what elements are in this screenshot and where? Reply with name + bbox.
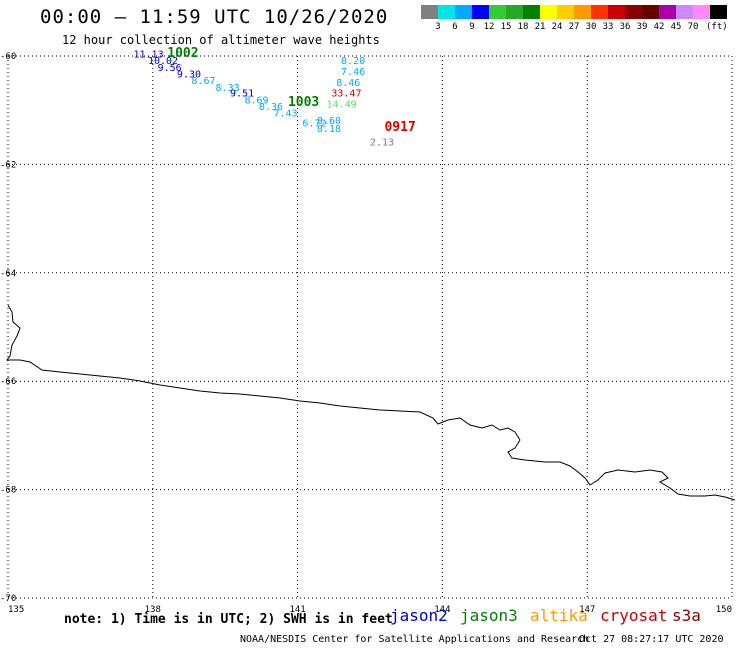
credit-line: NOAA/NESDIS Center for Satellite Applica… xyxy=(240,634,590,645)
lon-tick-label: 141 xyxy=(289,605,305,615)
color-swatch xyxy=(523,5,540,19)
color-swatch xyxy=(625,5,642,19)
pressure-label: 1003 xyxy=(288,95,319,110)
wave-height-label: 8.46 xyxy=(336,78,360,89)
color-swatch xyxy=(506,5,523,19)
color-scale-tick: 45 xyxy=(670,22,682,32)
color-scale-tick: 70 xyxy=(687,22,699,32)
lat-tick-label: -68 xyxy=(0,486,16,496)
wave-height-label: 8.33 xyxy=(216,83,240,94)
color-swatch xyxy=(489,5,506,19)
color-swatch xyxy=(455,5,472,19)
wave-height-label: 9.51 xyxy=(230,89,254,100)
color-swatch xyxy=(642,5,659,19)
wave-height-label: 8.67 xyxy=(191,76,215,87)
lat-tick-label: -66 xyxy=(0,377,16,387)
color-swatch xyxy=(557,5,574,19)
wave-height-labels: 11.1310.029.569.308.678.339.518.698.367.… xyxy=(133,46,415,148)
credit-timestamp: Oct 27 08:27:17 UTC 2020 xyxy=(579,634,724,645)
color-swatch xyxy=(540,5,557,19)
wave-height-label: 6.72 xyxy=(302,118,326,129)
color-scale-tick: 18 xyxy=(517,22,529,32)
lon-tick-label: 147 xyxy=(579,605,595,615)
wave-height-label: 9.56 xyxy=(158,63,182,74)
map-title: 00:00 – 11:59 UTC 10/26/2020 xyxy=(40,6,389,28)
color-scale-tick: 42 xyxy=(653,22,665,32)
color-scale-tick: 9 xyxy=(469,22,475,32)
footer-note: note: 1) Time is in UTC; 2) SWH is in fe… xyxy=(64,612,393,627)
map-subtitle: 12 hour collection of altimeter wave hei… xyxy=(62,33,380,47)
wave-height-label: 7.46 xyxy=(341,67,365,78)
lat-tick-label: -64 xyxy=(0,269,16,279)
satellite-legend-item: jason2 xyxy=(390,606,448,625)
color-scale-tick: 33 xyxy=(602,22,614,32)
color-scale-tick: 15 xyxy=(500,22,512,32)
wave-height-label: 7.43 xyxy=(273,109,297,120)
pressure-label: 1002 xyxy=(167,46,198,61)
satellite-legend-item: altika xyxy=(530,606,588,625)
lat-tick-label: -70 xyxy=(0,594,16,604)
wave-height-label: 10.02 xyxy=(148,56,178,67)
satellite-legend-item: s3a xyxy=(672,606,701,625)
color-swatch xyxy=(676,5,693,19)
color-scale-tick: 24 xyxy=(551,22,563,32)
color-scale-tick: 39 xyxy=(636,22,648,32)
color-swatch xyxy=(659,5,676,19)
color-swatch xyxy=(710,5,727,19)
color-swatch xyxy=(438,5,455,19)
color-scale-tick: 3 xyxy=(435,22,441,32)
satellite-legend-item: cryosat xyxy=(600,606,668,625)
color-scale-tick: 30 xyxy=(585,22,597,32)
wave-height-label: 9.30 xyxy=(177,70,201,81)
lat-tick-label: -62 xyxy=(0,160,16,170)
color-swatch xyxy=(472,5,489,19)
wave-height-label: 14.49 xyxy=(327,99,357,110)
wave-height-label: 33.47 xyxy=(331,89,361,100)
color-swatch xyxy=(591,5,608,19)
wave-height-label: 8.18 xyxy=(317,124,341,135)
color-scale-tick: 12 xyxy=(483,22,495,32)
wave-height-label: 11.13 xyxy=(133,50,163,61)
color-swatch xyxy=(693,5,710,19)
lon-tick-label: 150 xyxy=(716,605,732,615)
pressure-label: 0917 xyxy=(384,120,415,135)
lon-tick-label: 135 xyxy=(8,605,24,615)
color-scale-tick: 36 xyxy=(619,22,631,32)
lon-tick-label: 144 xyxy=(434,605,450,615)
color-scale-tick: 6 xyxy=(452,22,458,32)
wave-height-label: 8.20 xyxy=(341,56,365,67)
satellite-legend-item: jason3 xyxy=(460,606,518,625)
wave-height-label: 8.36 xyxy=(259,102,283,113)
color-scale-unit: (ft) xyxy=(706,22,728,32)
color-swatch xyxy=(574,5,591,19)
color-scale-tick: 21 xyxy=(534,22,546,32)
wave-height-label: 2.13 xyxy=(370,137,394,148)
wave-height-label: 8.69 xyxy=(245,96,269,107)
lon-tick-label: 138 xyxy=(145,605,161,615)
color-swatch xyxy=(421,5,438,19)
color-swatch xyxy=(608,5,625,19)
wave-height-label: 8.60 xyxy=(317,116,341,127)
color-scale-tick: 27 xyxy=(568,22,580,32)
antarctic-coastline xyxy=(6,304,736,501)
